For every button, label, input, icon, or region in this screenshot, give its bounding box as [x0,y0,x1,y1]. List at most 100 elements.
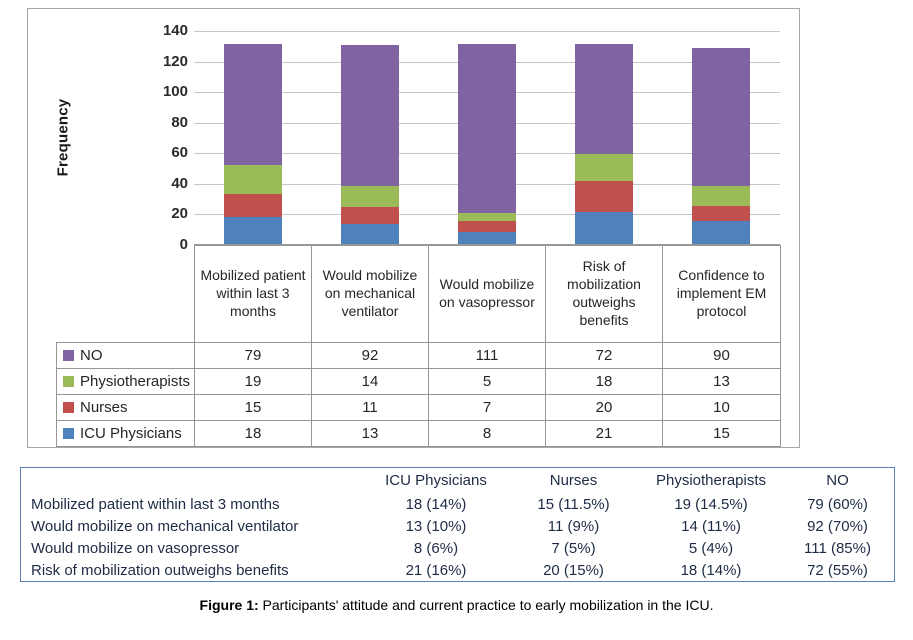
bar-segment [340,45,399,186]
value-cell: 11 [311,394,429,421]
category-header: Confidence to implement EM protocol [662,245,781,343]
x-axis-line [194,244,780,245]
summary-row: Mobilized patient within last 3 months 18… [21,493,894,515]
legend-cell: NO [56,342,195,369]
summary-column-header: NO [826,472,849,489]
summary-header-row: ICU Physicians Nurses Physiotherapists NO [21,468,894,493]
bar-segment [223,164,282,194]
summary-corner-blank [21,468,366,493]
legend-key-icon [63,401,74,413]
value-cell: 18 [545,368,663,395]
summary-value-cell: 5 (4%) [688,539,734,557]
summary-value-cell: 19 (14.5%) [674,495,748,513]
table-corner-blank [57,246,195,343]
bar-segment [340,224,399,244]
legend-label: Nurses [80,398,128,416]
figure-chart: Frequency 0 20 40 60 80 100 120 140 Mobilized p… [27,8,800,448]
stacked-bar-3 [458,43,516,244]
bar-segment [575,153,634,182]
legend-key-icon [63,349,74,361]
summary-value-cell: 72 (55%) [807,561,868,579]
bar-segment [340,207,399,225]
legend-key-icon [63,375,74,387]
category-header: Would mobilize on vasopressor [428,245,546,343]
y-tick-label: 80 [171,113,188,131]
value-cell: 18 [194,420,312,447]
y-tick-label: 60 [171,144,188,162]
bar-segment [458,221,516,232]
value-cell: 20 [545,394,663,421]
stacked-bar-5 [692,48,751,244]
chart-data-table: Mobilized patient within last 3 months Wo… [56,245,781,447]
legend-label: NO [80,346,103,364]
summary-value-cell: 14 (11%) [681,517,741,535]
y-tick-label: 20 [171,205,188,223]
figure-caption: Figure 1: Participants' attitude and cur… [0,597,913,613]
stacked-bar-4 [575,43,634,244]
value-cell: 7 [428,394,546,421]
summary-value-cell: 18 (14%) [680,561,742,579]
summary-value-cell: 7 (5%) [551,539,596,557]
summary-row: Risk of mobilization outweighs benefits 2… [21,559,894,581]
category-header: Would mobilize on mechanical ventilator [311,245,429,343]
summary-row-label: Would mobilize on vasopressor [31,539,240,557]
table-row: ICU Physicians 18 13 8 21 15 [56,420,781,447]
bar-segment [692,48,751,186]
legend-key-icon [63,427,74,439]
summary-value-cell: 20 (15%) [543,561,604,579]
summary-column-header: ICU Physicians [385,472,487,489]
caption-label: Figure 1: [199,597,259,613]
value-cell: 79 [194,342,312,369]
summary-value-cell: 111 (85%) [804,539,871,557]
bar-segment [340,185,399,208]
category-header: Mobilized patient within last 3 months [194,245,312,343]
summary-table-border: ICU Physicians Nurses Physiotherapists NO Mo… [20,467,895,582]
value-cell: 72 [545,342,663,369]
summary-column-header: Nurses [549,472,598,489]
summary-table: ICU Physicians Nurses Physiotherapists NO Mo… [21,468,894,581]
summary-row: Would mobilize on vasopressor 8 (6%) 7 (5%… [21,537,894,559]
y-axis-title: Frequency [54,98,72,177]
y-tick-label: 120 [162,52,188,70]
value-cell: 15 [194,394,312,421]
bar-segment [692,205,751,222]
summary-value-cell: 15 (11.5%) [537,495,610,513]
legend-cell: Nurses [56,394,195,421]
value-cell: 14 [311,368,429,395]
legend-cell: ICU Physicians [56,420,195,447]
category-header: Risk of mobilization outweighs benefits [545,245,663,343]
bar-segment [692,185,751,206]
bar-segment [575,211,634,244]
summary-value-cell: 92 (70%) [807,517,868,535]
summary-value-cell: 8 (6%) [413,539,459,557]
bar-segment [223,193,282,217]
stacked-bar-1 [223,43,282,244]
legend-label: Physiotherapists [80,372,191,390]
value-cell: 15 [662,420,781,447]
summary-value-cell: 11 (9%) [547,517,600,535]
summary-value-cell: 21 (16%) [405,561,467,579]
value-cell: 5 [428,368,546,395]
summary-row-label: Mobilized patient within last 3 months [31,495,280,513]
value-cell: 8 [428,420,546,447]
value-cell: 21 [545,420,663,447]
y-tick-label: 100 [162,83,188,101]
bar-segment [575,181,634,212]
value-cell: 13 [662,368,781,395]
bar-segment [223,216,282,244]
legend-cell: Physiotherapists [56,368,195,395]
gridline [194,31,780,32]
bar-segment [458,43,516,214]
bar-segment [458,213,516,222]
bar-segment [692,221,751,244]
summary-row: Would mobilize on mechanical ventilator 1… [21,515,894,537]
value-cell: 92 [311,342,429,369]
table-row: Physiotherapists 19 14 5 18 13 [56,368,781,395]
summary-row-label: Would mobilize on mechanical ventilator [31,517,299,535]
summary-row-label: Risk of mobilization outweighs benefits [31,561,289,579]
table-row: NO 79 92 111 72 90 [56,342,781,369]
y-tick-label: 40 [171,174,188,192]
value-cell: 10 [662,394,781,421]
value-cell: 90 [662,342,781,369]
